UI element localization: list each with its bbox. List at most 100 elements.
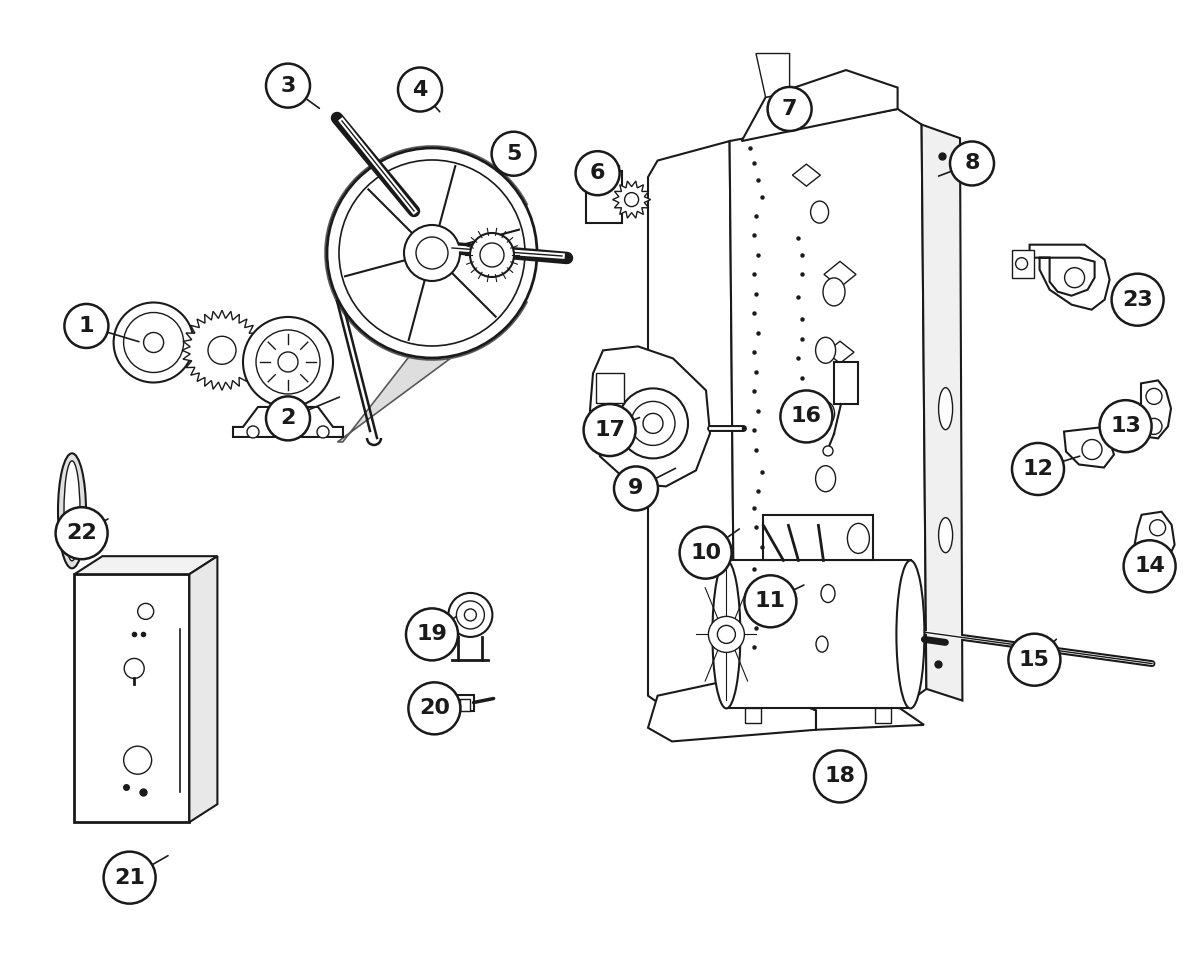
Circle shape [1099,400,1152,452]
Circle shape [1015,258,1027,270]
Polygon shape [826,342,854,363]
Circle shape [317,426,329,438]
Circle shape [708,617,744,652]
Circle shape [449,593,492,637]
Text: 16: 16 [791,407,822,426]
Circle shape [679,526,732,579]
Text: 10: 10 [690,543,721,562]
Ellipse shape [938,387,953,430]
Circle shape [406,608,458,661]
Text: 9: 9 [629,479,643,498]
Circle shape [55,507,108,559]
Text: 14: 14 [1134,557,1165,576]
Text: 7: 7 [782,99,797,119]
Circle shape [492,131,535,176]
Circle shape [1146,418,1162,434]
Bar [586,170,622,223]
Polygon shape [756,54,790,97]
Ellipse shape [811,201,829,223]
Circle shape [144,333,163,352]
Ellipse shape [816,402,835,425]
Polygon shape [922,125,962,701]
Circle shape [278,352,298,372]
Circle shape [614,466,658,511]
Bar [1012,250,1033,277]
Bar [596,374,624,404]
Ellipse shape [816,466,835,491]
Circle shape [950,141,994,186]
Text: 23: 23 [1122,290,1153,309]
Ellipse shape [58,453,86,568]
Polygon shape [190,557,217,822]
Polygon shape [648,141,734,708]
Polygon shape [613,181,650,218]
Polygon shape [824,262,856,287]
Ellipse shape [823,278,845,306]
Circle shape [256,330,320,394]
Text: 8: 8 [965,154,979,173]
Text: 20: 20 [419,699,450,718]
Polygon shape [590,346,710,486]
Polygon shape [1138,380,1171,439]
Circle shape [408,682,461,735]
Circle shape [138,603,154,620]
Circle shape [326,148,538,358]
Polygon shape [325,146,527,442]
Circle shape [125,659,144,678]
Text: 22: 22 [66,523,97,543]
Bar [834,362,858,404]
Circle shape [247,426,259,438]
Circle shape [768,87,811,131]
Text: 12: 12 [1022,459,1054,479]
Text: 18: 18 [824,767,856,786]
Polygon shape [1030,244,1110,309]
Bar [876,708,892,723]
Polygon shape [648,679,816,741]
Polygon shape [182,310,262,390]
Ellipse shape [847,523,870,554]
Polygon shape [742,70,898,141]
Circle shape [1082,440,1102,459]
Bar [74,574,190,822]
Circle shape [266,396,310,441]
Circle shape [1150,520,1165,536]
Circle shape [576,151,619,196]
Circle shape [1008,633,1061,686]
Circle shape [1147,548,1162,561]
Circle shape [124,312,184,373]
Polygon shape [74,557,217,574]
Ellipse shape [821,585,835,602]
Polygon shape [730,109,926,708]
Circle shape [583,404,636,456]
Text: 11: 11 [755,592,786,611]
Polygon shape [1135,512,1175,567]
Polygon shape [233,407,343,437]
Text: 15: 15 [1019,650,1050,669]
Bar [589,164,619,172]
Circle shape [242,317,334,407]
Ellipse shape [896,560,924,708]
Ellipse shape [938,518,953,553]
Bar [763,516,874,560]
Text: 5: 5 [506,144,521,163]
Text: 2: 2 [281,409,295,428]
Ellipse shape [816,636,828,652]
Circle shape [1111,273,1164,326]
Circle shape [1012,443,1064,495]
Circle shape [65,304,108,348]
Circle shape [340,160,526,346]
Circle shape [780,390,833,443]
Circle shape [643,414,662,433]
Circle shape [470,233,514,277]
Bar [745,708,762,723]
Circle shape [618,388,688,458]
Circle shape [1064,268,1085,288]
Ellipse shape [816,338,835,363]
Circle shape [814,750,866,803]
Circle shape [718,626,736,643]
Circle shape [398,67,442,112]
Text: 17: 17 [594,420,625,440]
Circle shape [480,243,504,267]
Polygon shape [792,164,821,186]
Circle shape [625,193,638,206]
